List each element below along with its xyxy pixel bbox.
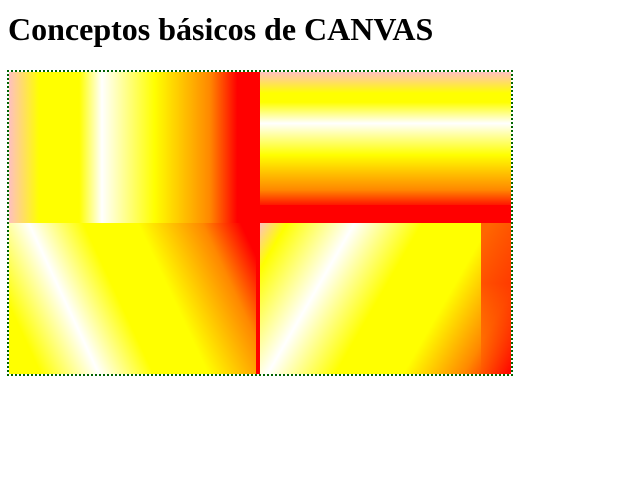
gradient-quadrant-bottom-left [9, 223, 260, 374]
gradient-quadrant-top-right-red-band [260, 205, 511, 223]
gradient-quadrant-top-left [9, 72, 260, 223]
gradient-quadrant-bottom-right [260, 223, 511, 374]
canvas-element[interactable] [7, 70, 513, 376]
gradient-quadrant-top-right [260, 72, 511, 223]
page-title: Conceptos básicos de CANVAS [8, 11, 434, 47]
